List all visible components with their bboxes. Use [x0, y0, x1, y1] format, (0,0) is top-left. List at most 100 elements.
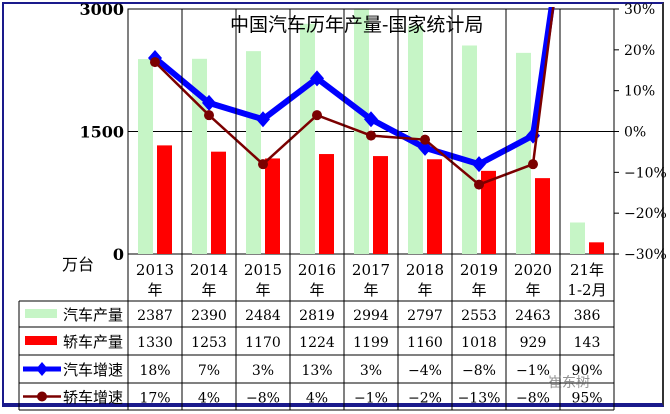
chart-title: 中国汽车历年产量-国家统计局	[230, 14, 483, 36]
legend-swatch	[25, 336, 57, 345]
marker-circle	[474, 179, 484, 190]
table-cell: 386	[574, 308, 601, 324]
table-cell: 7%	[198, 363, 220, 379]
category-label: 年	[147, 281, 162, 299]
legend-marker	[37, 391, 47, 402]
table-cell: −1%	[354, 391, 388, 407]
legend-marker	[36, 362, 48, 376]
table-cell: 2463	[515, 308, 551, 324]
table-cell: 2819	[299, 308, 335, 324]
marker-circle	[420, 134, 430, 145]
table-cell: 90%	[571, 363, 602, 379]
table-cell: 1253	[191, 335, 227, 351]
bar-sedan	[589, 242, 604, 254]
table-cell: 2484	[245, 308, 281, 324]
table-cell: −8%	[516, 391, 550, 407]
category-label: 年	[471, 281, 486, 299]
marker-diamond	[202, 94, 216, 111]
y2-tick-label: 10%	[624, 84, 655, 100]
bar-sedan	[319, 154, 334, 254]
table-cell: 1330	[137, 335, 173, 351]
marker-circle	[150, 57, 160, 68]
table-cell: 2553	[461, 308, 497, 324]
bar-auto	[462, 45, 477, 254]
marker-circle	[366, 130, 376, 141]
category-label: 年	[417, 281, 432, 299]
y2-tick-label: −30%	[624, 247, 667, 263]
y-axis-label: 万台	[62, 255, 94, 274]
bar-sedan	[481, 170, 496, 254]
table-cell: 4%	[198, 391, 220, 407]
table-cell: 143	[574, 335, 601, 351]
watermark: 崔东树	[548, 375, 590, 391]
legend-label: 汽车产量	[63, 306, 123, 324]
table-cell: 2387	[137, 308, 173, 324]
y2-tick-label: 20%	[624, 43, 655, 59]
table-cell: 4%	[306, 391, 328, 407]
marker-diamond	[256, 111, 270, 128]
y2-tick-label: −10%	[624, 165, 667, 181]
table-cell: −4%	[408, 363, 442, 379]
legend-swatch	[25, 309, 57, 318]
category-label: 年	[363, 281, 378, 299]
marker-circle	[204, 110, 214, 121]
table-cell: 3%	[360, 363, 382, 379]
marker-diamond	[310, 70, 324, 87]
bar-sedan	[535, 178, 550, 254]
table-cell: −2%	[408, 391, 442, 407]
category-label: 年	[525, 281, 540, 299]
table-cell: 95%	[571, 391, 602, 407]
bar-auto	[138, 59, 153, 254]
category-label: 年	[201, 281, 216, 299]
bar-sedan	[211, 151, 226, 254]
bar-auto	[300, 23, 315, 255]
legend-label: 汽车增速	[63, 361, 123, 379]
category-label: 2017	[352, 261, 390, 279]
table-cell: 17%	[139, 391, 170, 407]
table-cell: −1%	[516, 363, 550, 379]
marker-circle	[528, 159, 538, 170]
category-label: 2014	[190, 261, 228, 279]
category-label: 年	[255, 281, 270, 299]
bar-auto	[192, 58, 207, 254]
legend-label: 轿车产量	[63, 333, 123, 351]
chart-frame	[2, 2, 664, 407]
y-tick-label: 0	[113, 245, 124, 264]
table-cell: 1018	[461, 335, 497, 351]
category-label: 2020	[514, 261, 552, 279]
category-label: 2019	[460, 261, 498, 279]
bar-auto	[246, 51, 261, 254]
bar-auto	[516, 52, 531, 255]
table-cell: −8%	[462, 363, 496, 379]
table-cell: −8%	[246, 391, 280, 407]
y2-tick-label: 0%	[624, 125, 646, 141]
bar-sedan	[157, 145, 172, 254]
table-cell: −13%	[458, 391, 501, 407]
bar-sedan	[373, 156, 388, 254]
table-cell: 929	[520, 335, 547, 351]
table-cell: 18%	[139, 363, 170, 379]
table-cell: 2390	[191, 308, 227, 324]
table-cell: 13%	[301, 363, 332, 379]
y2-tick-label: −20%	[624, 206, 667, 222]
table-cell: 3%	[252, 363, 274, 379]
bar-sedan	[265, 158, 280, 254]
category-label: 2016	[298, 261, 336, 279]
table-cell: 1160	[407, 335, 443, 351]
category-label: 2013	[136, 261, 174, 279]
table-cell: 2994	[353, 308, 389, 324]
y-tick-label: 3000	[79, 0, 124, 19]
category-label: 2018	[406, 261, 444, 279]
category-label: 21年	[570, 261, 604, 279]
marker-diamond	[472, 156, 486, 173]
table-cell: 1199	[353, 335, 389, 351]
table-cell: 1170	[245, 335, 281, 351]
bar-auto	[570, 222, 585, 254]
table-cell: 1224	[299, 335, 335, 351]
marker-circle	[312, 110, 322, 121]
y-tick-label: 1500	[79, 123, 124, 142]
category-label: 年	[309, 281, 324, 299]
category-label: 2015	[244, 261, 282, 279]
table-cell: 2797	[407, 308, 443, 324]
